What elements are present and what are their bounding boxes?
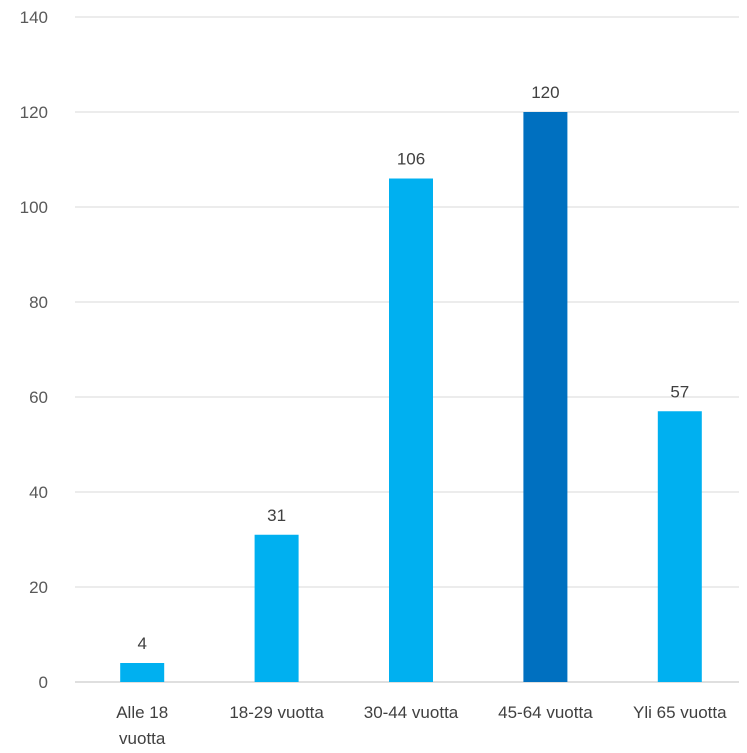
- category-label: 45-64 vuotta: [498, 703, 593, 722]
- bars: [120, 112, 702, 682]
- category-label-line: vuotta: [119, 729, 166, 748]
- category-label: Yli 65 vuotta: [633, 703, 727, 722]
- bar: [389, 178, 433, 682]
- y-tick-label: 120: [20, 103, 48, 122]
- category-label: 18-29 vuotta: [229, 703, 324, 722]
- y-tick-label: 100: [20, 198, 48, 217]
- category-label: Alle 18 vuotta: [116, 703, 168, 748]
- y-tick-label: 140: [20, 8, 48, 27]
- y-tick-label: 0: [39, 673, 48, 692]
- y-tick-label: 20: [29, 578, 48, 597]
- data-label: 4: [137, 634, 146, 653]
- category-label-line: Yli 65 vuotta: [633, 703, 727, 722]
- category-label-line: 45-64 vuotta: [498, 703, 593, 722]
- category-label-line: Alle 18: [116, 703, 168, 722]
- data-label: 120: [531, 83, 559, 102]
- category-label: 30-44 vuotta: [364, 703, 459, 722]
- bar: [657, 411, 702, 682]
- bar: [523, 112, 568, 682]
- bar: [254, 534, 299, 682]
- data-label: 31: [267, 506, 286, 525]
- y-axis-ticks: 0 20 40 60 80 100 120 140: [20, 8, 48, 692]
- data-label: 106: [397, 150, 425, 169]
- y-tick-label: 60: [29, 388, 48, 407]
- data-label: 57: [670, 382, 689, 401]
- y-tick-label: 40: [29, 483, 48, 502]
- category-label-line: 30-44 vuotta: [364, 703, 459, 722]
- bar: [120, 663, 165, 682]
- category-label-line: 18-29 vuotta: [229, 703, 324, 722]
- y-tick-label: 80: [29, 293, 48, 312]
- category-labels: Alle 18 vuotta 18-29 vuotta 30-44 vuotta 45-…: [116, 703, 727, 748]
- data-labels: 4 31 106 120 57: [137, 83, 689, 653]
